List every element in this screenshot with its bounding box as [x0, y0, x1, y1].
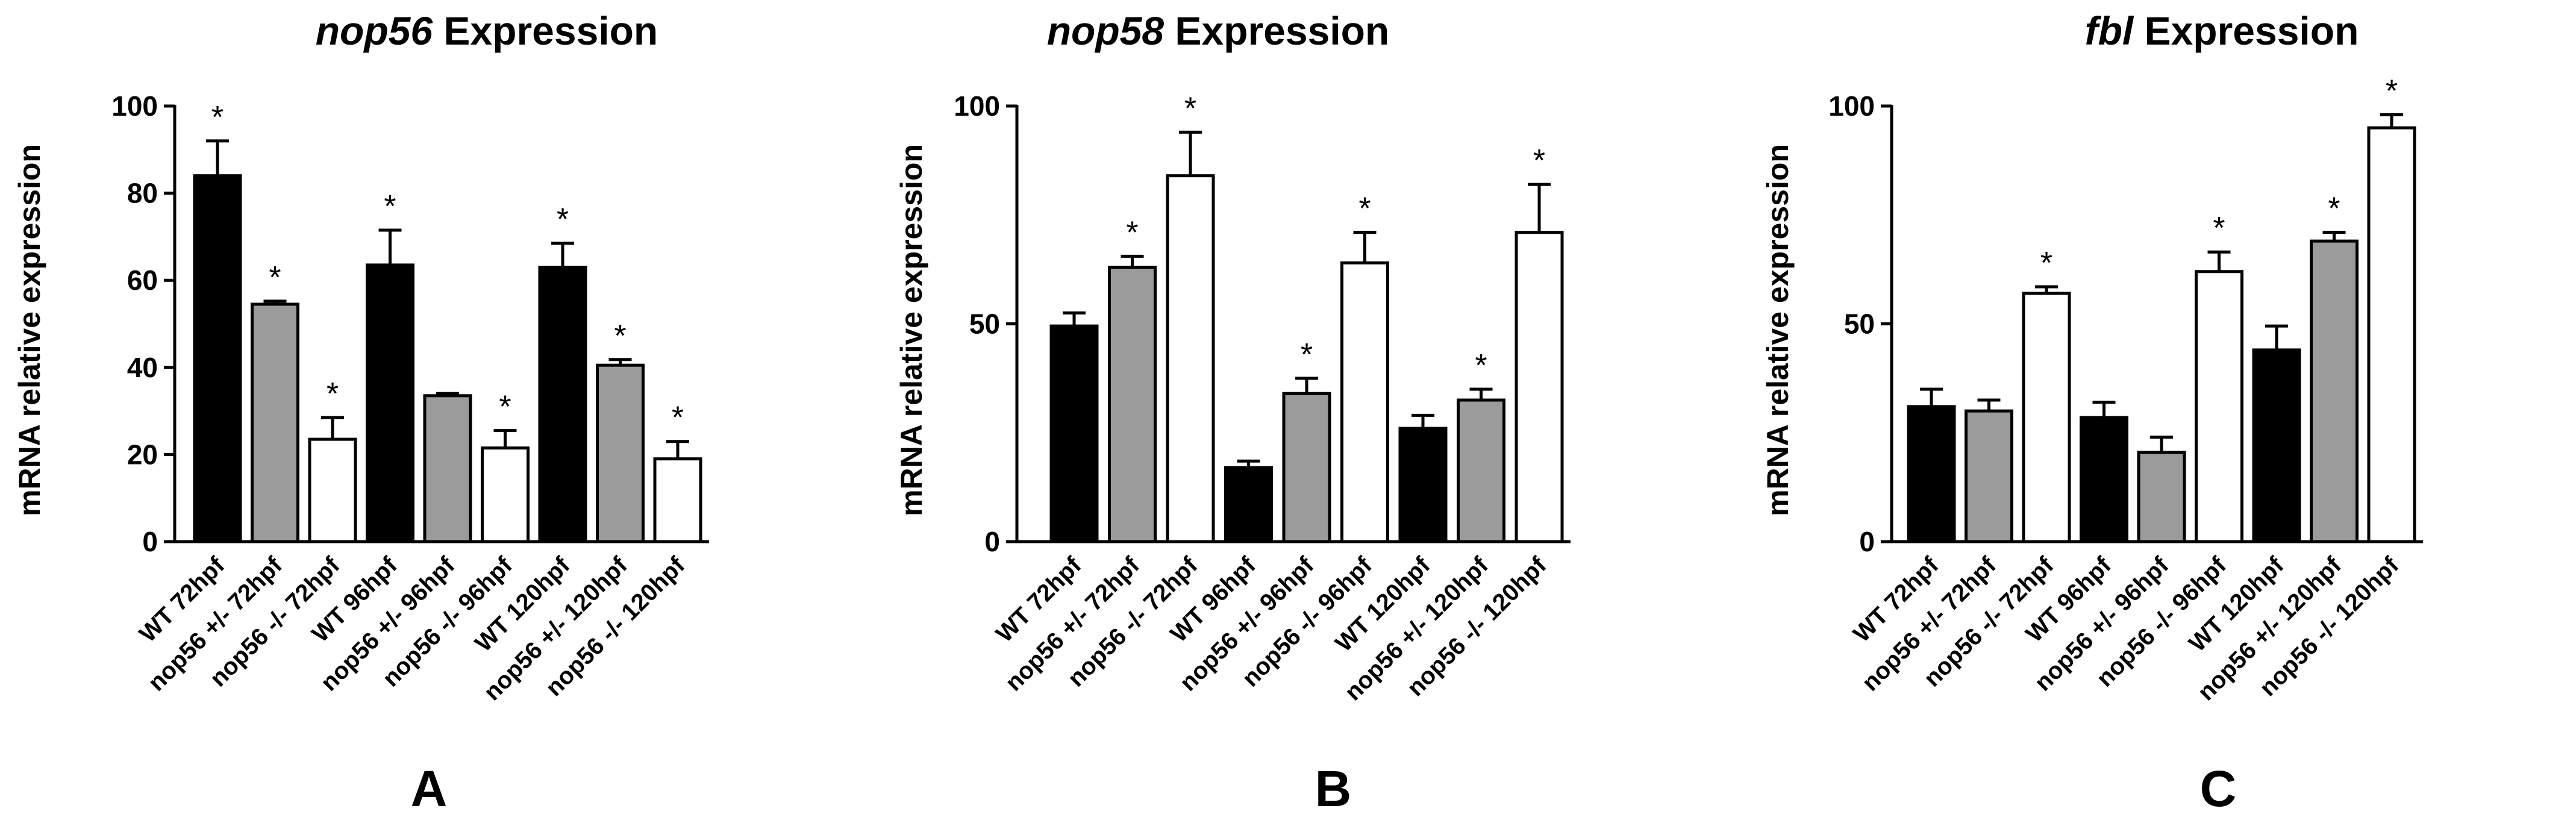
significance-star: * [269, 260, 281, 295]
significance-star: * [384, 189, 396, 224]
title-suffix: Expression [2133, 8, 2359, 53]
y-tick-label: 20 [127, 439, 158, 470]
bar [308, 437, 357, 543]
y-tick-label: 100 [954, 90, 1000, 122]
bar [2310, 239, 2359, 543]
bar [2252, 348, 2301, 543]
title-gene: nop58 [1047, 8, 1165, 53]
significance-star: * [1126, 215, 1138, 250]
y-tick-label: 60 [127, 264, 158, 296]
title-gene: nop56 [316, 8, 434, 53]
panel-c: fbl Expression mRNA relative expression … [1761, 8, 2423, 817]
y-tick-label: 0 [142, 526, 158, 557]
y-tick-label: 40 [127, 352, 158, 383]
chart-title: fbl Expression [2085, 8, 2359, 53]
bar [1340, 261, 1389, 543]
significance-star: * [1301, 337, 1313, 372]
significance-star: * [499, 390, 511, 425]
y-tick-label: 0 [984, 526, 1000, 557]
bar [1049, 324, 1099, 543]
bar [2022, 292, 2071, 543]
bar [2137, 451, 2186, 543]
significance-star: * [327, 377, 339, 412]
significance-star: * [557, 202, 569, 237]
y-tick-label: 50 [1844, 308, 1875, 340]
panel-letter: B [1315, 760, 1352, 817]
bar [2195, 270, 2243, 543]
y-axis-label: mRNA relative expression [895, 144, 928, 516]
y-axis-label: mRNA relative expression [1761, 144, 1795, 516]
bar [2367, 126, 2416, 543]
y-tick-label: 50 [969, 308, 1000, 340]
significance-star: * [1358, 192, 1371, 227]
bar [653, 457, 702, 543]
bar [251, 302, 299, 543]
bar [1907, 405, 1956, 543]
bar [2080, 416, 2128, 543]
bar [481, 446, 530, 543]
y-axis-label: mRNA relative expression [13, 144, 46, 516]
bar [366, 263, 414, 543]
y-tick-label: 100 [111, 90, 158, 122]
panel-b: nop58 Expression mRNA relative expressio… [895, 8, 1571, 817]
significance-star: * [211, 100, 224, 135]
bar [1166, 174, 1215, 543]
significance-star: * [1475, 348, 1487, 383]
bar [1282, 392, 1331, 543]
title-suffix: Expression [1164, 8, 1389, 53]
significance-star: * [2213, 211, 2225, 246]
y-tick-label: 80 [127, 178, 158, 209]
significance-star: * [2328, 192, 2340, 227]
title-gene: fbl [2085, 8, 2134, 53]
panel-a: nop56 Expression mRNA relative expressio… [13, 8, 709, 817]
bar [423, 394, 472, 543]
chart-title: nop58 Expression [1047, 8, 1390, 53]
y-tick-label: 100 [1828, 90, 1875, 122]
bar [1457, 398, 1505, 543]
bar [1398, 427, 1448, 543]
chart-title: nop56 Expression [316, 8, 658, 53]
bars [1907, 113, 2416, 543]
significance-star: * [672, 401, 684, 436]
significance-star: * [614, 319, 626, 354]
bars [1049, 130, 1564, 543]
bar [1108, 266, 1157, 543]
bars [193, 139, 702, 543]
significance-star: * [1184, 91, 1196, 126]
title-suffix: Expression [433, 8, 658, 53]
bar [538, 266, 587, 543]
bar [1965, 409, 2013, 543]
bar [596, 363, 645, 543]
bar [1224, 466, 1273, 543]
significance-star: * [2040, 246, 2052, 281]
bar [193, 174, 242, 543]
significance-star: * [1533, 143, 1545, 178]
panel-letter: C [2200, 760, 2237, 817]
y-tick-label: 0 [1859, 526, 1875, 557]
bar [1515, 231, 1564, 543]
panel-letter: A [411, 760, 448, 817]
significance-star: * [2386, 74, 2398, 108]
